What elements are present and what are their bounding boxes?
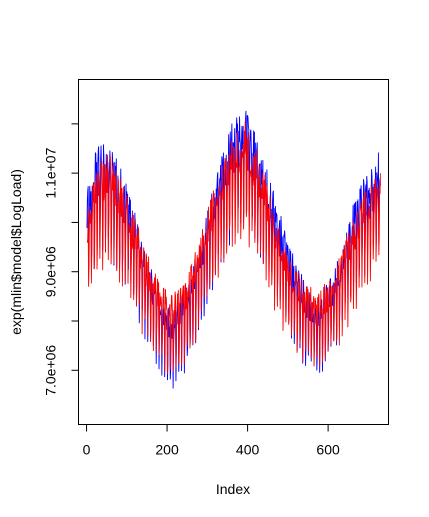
series-layer — [86, 110, 381, 389]
x-tick-label: 0 — [83, 442, 91, 458]
x-axis-label: Index — [216, 481, 250, 497]
y-axis: 7.0e+06 9.0e+06 1.1e+07 — [43, 123, 79, 396]
x-tick-label: 200 — [155, 442, 179, 458]
y-axis-label: exp(mlin$model$LogLoad) — [8, 169, 24, 335]
series-2-line — [86, 121, 381, 375]
y-tick-label: 7.0e+06 — [43, 345, 59, 396]
x-tick-label: 600 — [316, 442, 340, 458]
y-tick-label: 1.1e+07 — [43, 147, 59, 198]
y-tick-label: 9.0e+06 — [43, 246, 59, 297]
x-tick-label: 400 — [236, 442, 260, 458]
x-axis: 0 200 400 600 — [83, 424, 340, 458]
